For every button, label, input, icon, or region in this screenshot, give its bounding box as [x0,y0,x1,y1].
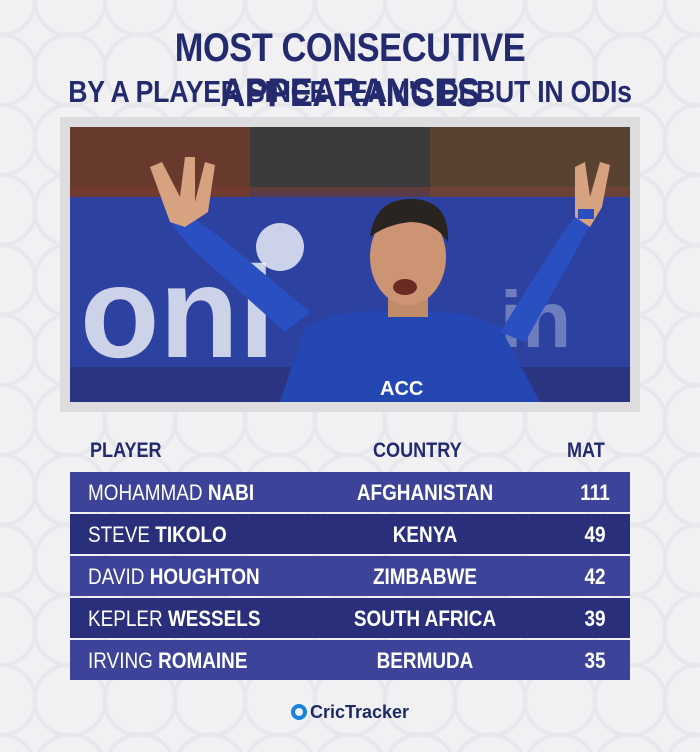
player-name: STEVE TIKOLO [88,522,227,548]
player-illustration: oni in ACC [70,127,630,402]
title-line-1: MOST CONSECUTIVE APPEARANCES [174,26,526,115]
title-line-2: BY A PLAYER SINCE TEAM'S DEBUT IN ODIs [68,74,632,109]
table-row: STEVE TIKOLO KENYA 49 [70,514,630,554]
brand-footer: CricTracker [0,702,700,723]
player-first-name: DAVID [88,564,145,589]
player-matches: 35 [584,648,606,673]
player-first-name: MOHAMMAD [88,480,203,505]
table-header: PLAYER COUNTRY MAT [70,435,630,471]
player-last-name: TIKOLO [155,522,227,547]
crictracker-logo-icon [290,704,307,720]
player-name: IRVING ROMAINE [88,648,247,674]
player-country: ZIMBABWE [372,564,478,589]
player-first-name: KEPLER [88,606,163,631]
player-country: KENYA [392,522,458,547]
player-last-name: ROMAINE [158,648,248,673]
player-name: KEPLER WESSELS [88,606,260,632]
brand-name: CricTracker [309,702,410,722]
jersey-text: ACC [380,378,423,400]
table-row: DAVID HOUGHTON ZIMBABWE 42 [70,556,630,596]
table-row: IRVING ROMAINE BERMUDA 35 [70,640,630,680]
player-matches: 39 [584,606,606,631]
player-last-name: WESSELS [167,606,261,631]
player-matches: 42 [584,564,606,589]
player-matches: 111 [580,480,610,505]
table-row: KEPLER WESSELS SOUTH AFRICA 39 [70,598,630,638]
player-last-name: HOUGHTON [149,564,260,589]
player-country: SOUTH AFRICA [353,606,497,631]
player-name: DAVID HOUGHTON [88,564,260,590]
table-row: MOHAMMAD NABI AFGHANISTAN 111 [70,472,630,512]
player-name: MOHAMMAD NABI [88,480,254,506]
player-country: BERMUDA [376,648,474,673]
photo-frame: oni in ACC [60,117,640,412]
header-mat: MAT [567,439,605,462]
player-country: AFGHANISTAN [356,480,494,505]
header-country: COUNTRY [373,439,462,462]
player-last-name: NABI [207,480,255,505]
records-table: MOHAMMAD NABI AFGHANISTAN 111 STEVE TIKO… [70,472,630,682]
header-player: PLAYER [90,439,162,462]
player-first-name: IRVING [88,648,153,673]
player-first-name: STEVE [88,522,151,547]
player-photo: oni in ACC [70,127,630,402]
player-matches: 49 [584,522,606,547]
